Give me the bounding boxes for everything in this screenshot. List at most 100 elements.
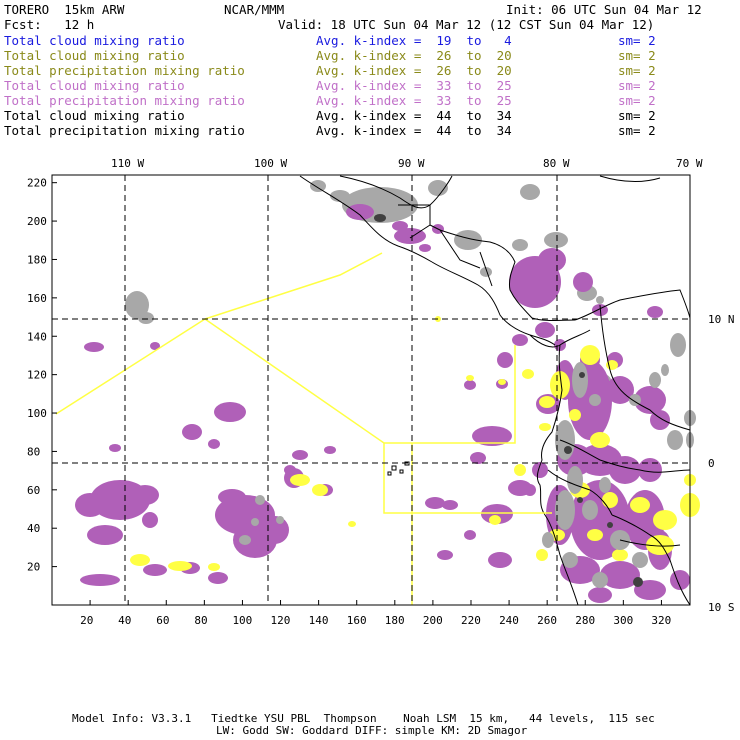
purple-cloud — [488, 552, 512, 568]
coastline — [574, 289, 691, 321]
x-grid-label: 320 — [651, 614, 671, 627]
x-grid-label: 240 — [499, 614, 519, 627]
purple-cloud — [87, 525, 123, 545]
legend-kindex-4: Avg. k-index = 33 to 25 — [316, 93, 512, 108]
legend-field-3: Total cloud mixing ratio — [4, 78, 185, 93]
x-grid-label: 160 — [347, 614, 367, 627]
model-info: Model Info: V3.3.1 Tiedtke YSU PBL Thomp… — [72, 712, 655, 725]
purple-cloud — [600, 561, 640, 589]
y-grid-label: 180 — [27, 253, 47, 266]
purple-cloud — [512, 334, 528, 346]
legend-kindex-0: Avg. k-index = 19 to 4 — [316, 33, 512, 48]
gray-cloud — [544, 232, 568, 248]
yellow-cloud — [466, 375, 474, 381]
legend-sm-0: sm= 2 — [618, 33, 656, 48]
gray-core — [276, 516, 284, 524]
legend-sm-2: sm= 2 — [618, 63, 656, 78]
x-grid-label: 220 — [461, 614, 481, 627]
x-grid-label: 200 — [423, 614, 443, 627]
lon-label: 100 W — [254, 157, 287, 170]
purple-cloud — [419, 244, 431, 252]
gray-cloud — [667, 430, 683, 450]
purple-cloud — [609, 456, 641, 484]
gray-core — [582, 500, 598, 520]
purple-cloud — [150, 342, 160, 350]
purple-cloud — [218, 489, 246, 505]
purple-cloud — [638, 458, 662, 482]
coastline — [339, 175, 453, 209]
legend-field-0: Total cloud mixing ratio — [4, 33, 185, 48]
yellow-cloud — [539, 423, 551, 431]
gray-core — [589, 394, 601, 406]
y-grid-label: 40 — [27, 522, 40, 535]
legend-field-1: Total cloud mixing ratio — [4, 48, 185, 63]
x-grid-label: 40 — [118, 614, 131, 627]
purple-cloud — [208, 439, 220, 449]
purple-cloud — [208, 572, 228, 584]
lon-label: 70 W — [676, 157, 703, 170]
y-grid-label: 160 — [27, 292, 47, 305]
init-time: Init: 06 UTC Sun 04 Mar 12 — [506, 2, 702, 17]
y-grid-label: 200 — [27, 215, 47, 228]
yellow-cloud — [168, 561, 192, 571]
x-grid-label: 100 — [232, 614, 252, 627]
gray-core — [562, 552, 578, 568]
dark-core — [577, 497, 583, 503]
coastline — [599, 175, 661, 183]
gray-core — [567, 466, 583, 494]
yellow-cloud — [498, 379, 506, 385]
yellow-cloud — [522, 369, 534, 379]
coastline-layer — [299, 175, 691, 606]
gray-cloud — [480, 267, 492, 277]
domain-boundary — [384, 345, 516, 444]
gray-cloud — [454, 230, 482, 250]
purple-cloud — [538, 248, 566, 272]
yellow-cloud — [536, 549, 548, 561]
purple-cloud — [284, 465, 296, 475]
purple-cloud — [80, 574, 120, 586]
purple-cloud — [497, 352, 513, 368]
purple-cloud — [437, 550, 453, 560]
x-grid-label: 80 — [194, 614, 207, 627]
yellow-cloud — [348, 521, 356, 527]
coastline — [547, 469, 613, 516]
yellow-cloud — [630, 497, 650, 513]
purple-cloud — [131, 485, 159, 505]
cloud-field-layer — [75, 180, 700, 603]
purple-cloud — [532, 462, 548, 478]
legend-kindex-5: Avg. k-index = 44 to 34 — [316, 108, 512, 123]
yellow-cloud — [290, 474, 310, 486]
legend-sm-1: sm= 2 — [618, 48, 656, 63]
yellow-cloud — [580, 345, 600, 365]
coastline — [439, 229, 493, 287]
legend-sm-6: sm= 2 — [618, 123, 656, 138]
legend-field-2: Total precipitation mixing ratio — [4, 63, 245, 78]
coastline — [559, 439, 691, 473]
axis-ticks — [52, 175, 691, 605]
purple-cloud — [346, 204, 374, 220]
legend-sm-3: sm= 2 — [618, 78, 656, 93]
lat-label: 0 — [708, 457, 715, 470]
legend-kindex-6: Avg. k-index = 44 to 34 — [316, 123, 512, 138]
purple-cloud — [442, 500, 458, 510]
legend-field-4: Total precipitation mixing ratio — [4, 93, 245, 108]
dark-core — [579, 372, 585, 378]
gray-cloud — [125, 291, 149, 319]
legend-kindex-1: Avg. k-index = 26 to 20 — [316, 48, 512, 63]
yellow-cloud — [653, 510, 677, 530]
yellow-cloud — [612, 549, 628, 561]
purple-cloud — [481, 504, 513, 524]
gray-cloud — [520, 184, 540, 200]
x-grid-label: 140 — [309, 614, 329, 627]
dark-core — [607, 522, 613, 528]
gray-core — [239, 535, 251, 545]
x-grid-label: 260 — [537, 614, 557, 627]
gray-core — [251, 518, 259, 526]
valid-time: Valid: 18 UTC Sun 04 Mar 12 (12 CST Sun … — [278, 17, 655, 32]
yellow-cloud — [569, 409, 581, 421]
gray-cloud — [330, 190, 350, 202]
y-grid-label: 80 — [27, 445, 40, 458]
legend-field-6: Total precipitation mixing ratio — [4, 123, 245, 138]
purple-cloud — [292, 450, 308, 460]
lon-label: 90 W — [398, 157, 425, 170]
